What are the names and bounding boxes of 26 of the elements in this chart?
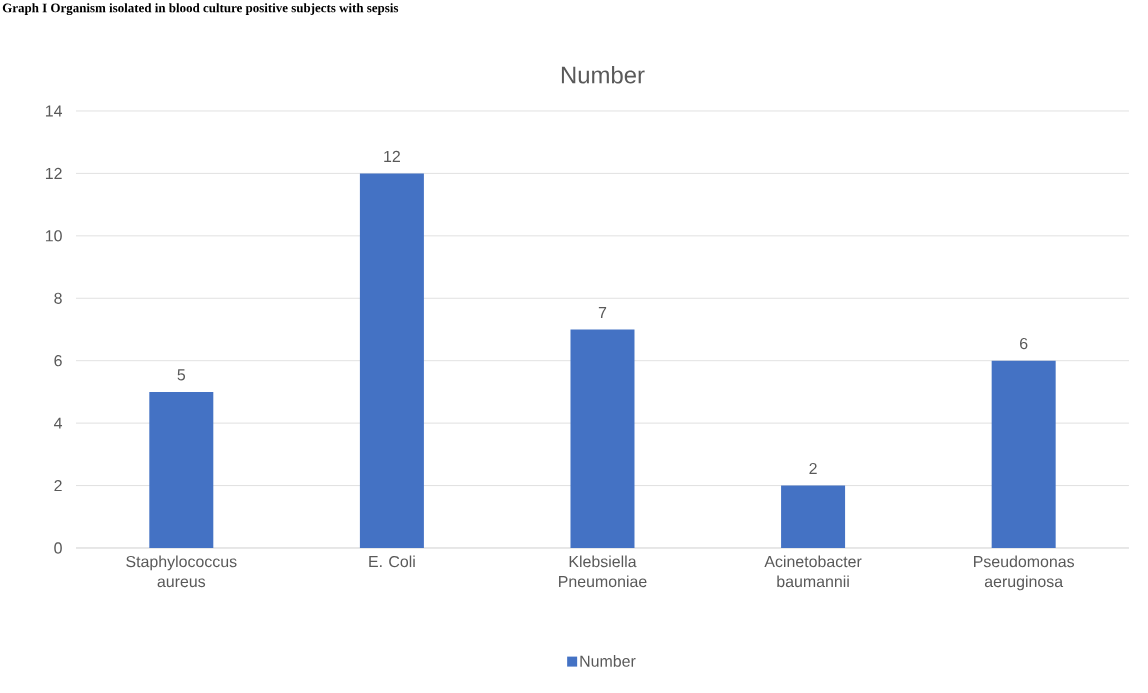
bar [359, 173, 424, 548]
legend-label: Number [580, 655, 636, 667]
y-tick-label: 14 [45, 105, 63, 117]
x-tick-label: E. Coli [369, 555, 415, 568]
x-tick-label: Staphylococcus aureus [126, 555, 237, 588]
y-tick-label: 0 [54, 542, 62, 554]
x-tick-label: Acinetobacter baumannii [764, 555, 862, 588]
y-tick-label: 8 [54, 292, 62, 304]
x-tick-label: Klebsiella Pneumoniae [559, 555, 647, 588]
y-tick-label: 4 [53, 417, 63, 429]
y-tick-label: 12 [45, 167, 62, 179]
data-label: 5 [177, 369, 186, 381]
text: Graph I Organism isolated in blood culture positive subjects with sepsis [2, 3, 399, 16]
y-tick-label: 2 [54, 480, 62, 492]
y-tick-label: 6 [54, 355, 62, 367]
data-label: 12 [384, 150, 400, 162]
data-label: 7 [598, 307, 607, 318]
data-label: 6 [1020, 337, 1028, 350]
chart-title: Number [561, 65, 645, 84]
x-tick-label: Pseudomonas aeruginosa [974, 555, 1075, 591]
y-tick-label: 10 [45, 230, 62, 242]
bar [570, 329, 635, 548]
bar [149, 391, 214, 548]
bar [991, 360, 1056, 548]
data-label: 2 [809, 462, 817, 475]
bar [781, 485, 846, 548]
